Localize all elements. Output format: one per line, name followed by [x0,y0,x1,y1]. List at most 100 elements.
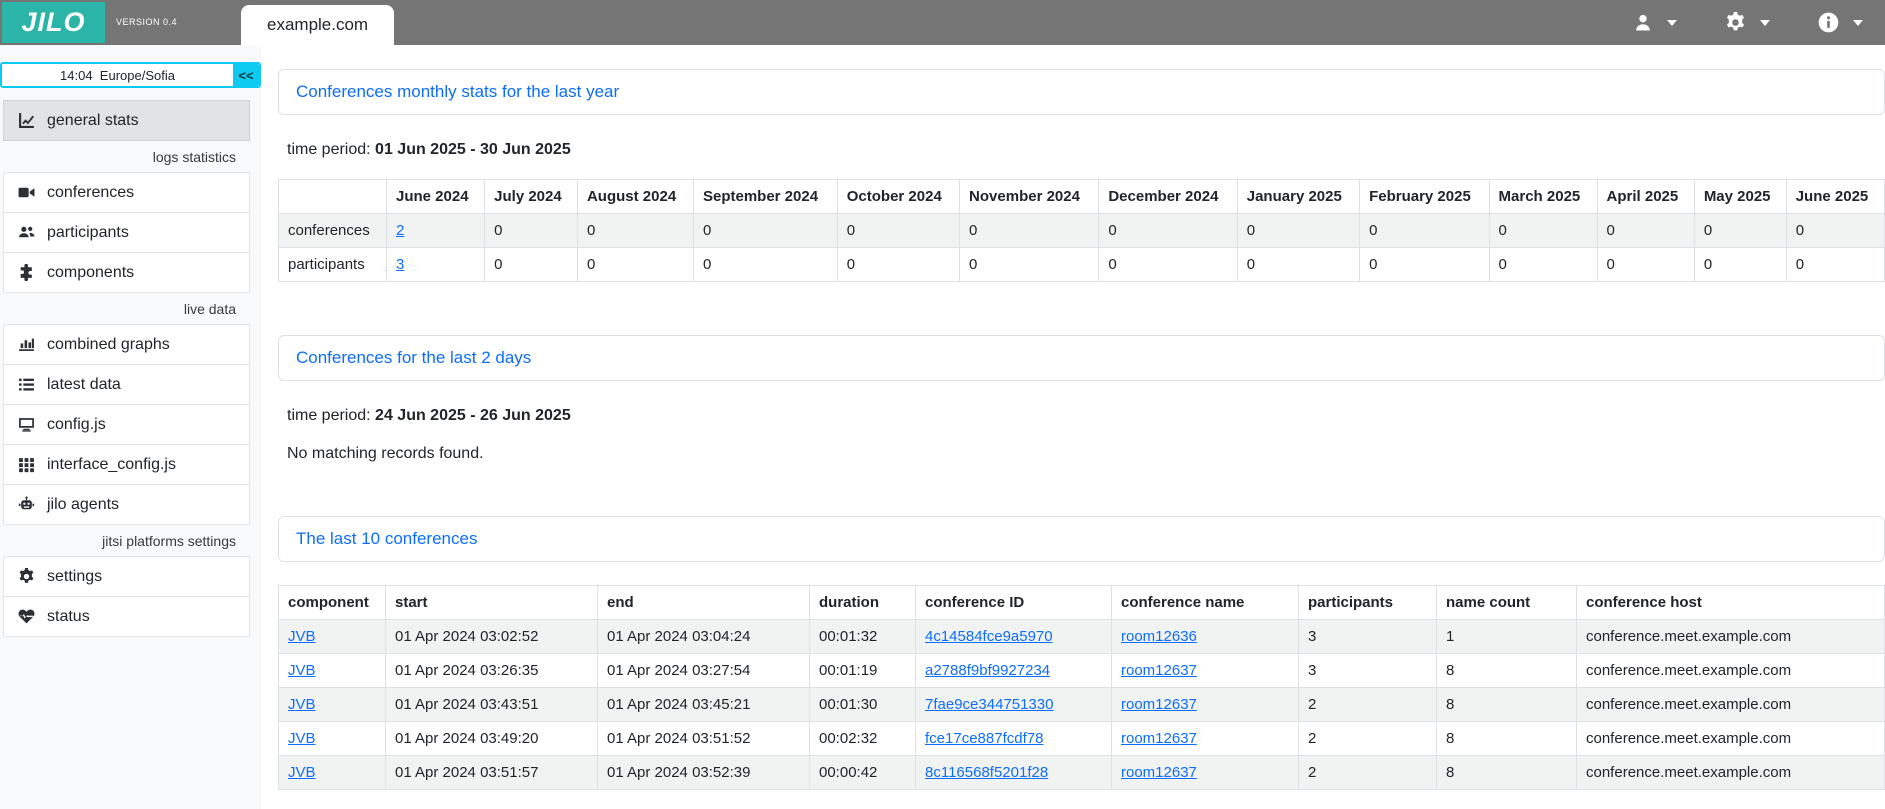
table-cell: 0 [1360,248,1489,282]
monthly-stats-title[interactable]: Conferences monthly stats for the last y… [296,82,619,101]
table-cell: 3 [387,248,485,282]
cell-link[interactable]: 2 [396,222,404,239]
video-icon [17,184,35,202]
column-header: end [598,586,810,620]
table-cell: 00:01:19 [810,654,916,688]
sidebar-item-components[interactable]: components [3,252,250,293]
last2days-title[interactable]: Conferences for the last 2 days [296,348,531,367]
table-cell: 01 Apr 2024 03:49:20 [386,722,598,756]
sidebar-item-general-stats[interactable]: general stats [3,100,250,141]
platform-tab-label: example.com [267,15,368,35]
sidebar-collapse-button[interactable]: << [233,64,259,86]
sidebar-item-participants[interactable]: participants [3,212,250,253]
table-cell: conference.meet.example.com [1577,722,1885,756]
sidebar-item-latest-data[interactable]: latest data [3,364,250,405]
table-cell: 0 [1489,214,1597,248]
table-cell: 01 Apr 2024 03:51:52 [598,722,810,756]
cell-link[interactable]: room12637 [1121,764,1197,781]
table-cell: 01 Apr 2024 03:43:51 [386,688,598,722]
sidebar-nav: general statslogs statisticsconferencesp… [3,101,250,637]
app-logo[interactable]: JILO [2,2,105,43]
cell-link[interactable]: JVB [288,628,316,645]
table-cell: conference.meet.example.com [1577,620,1885,654]
column-header: October 2024 [837,180,959,214]
cell-link[interactable]: a2788f9bf9927234 [925,662,1050,679]
column-header: May 2025 [1694,180,1786,214]
table-cell: 8c116568f5201f28 [916,756,1112,790]
table-cell: 00:01:32 [810,620,916,654]
table-cell: 8 [1437,756,1577,790]
table-header-row: June 2024July 2024August 2024September 2… [279,180,1885,214]
table-cell: 3 [1299,620,1437,654]
cell-link[interactable]: room12637 [1121,696,1197,713]
table-header-row: componentstartenddurationconference IDco… [279,586,1885,620]
table-cell: 8 [1437,688,1577,722]
sidebar-section-jitsi-platforms-settings: jitsi platforms settings [3,525,250,557]
sidebar-item-settings[interactable]: settings [3,556,250,597]
table-row: JVB 01 Apr 2024 03:49:2001 Apr 2024 03:51… [279,722,1885,756]
table-cell: room12637 [1112,654,1299,688]
table-row: participants3000000000000 [279,248,1885,282]
sidebar-item-interface-config-js[interactable]: interface_config.js [3,444,250,485]
info-icon [1818,12,1839,33]
table-cell: 01 Apr 2024 03:52:39 [598,756,810,790]
table-cell: 01 Apr 2024 03:26:35 [386,654,598,688]
table-cell: 0 [1237,214,1359,248]
table-cell: 0 [1360,214,1489,248]
sidebar-item-combined-graphs[interactable]: combined graphs [3,324,250,365]
cell-link[interactable]: 7fae9ce344751330 [925,696,1053,713]
main-content: Conferences monthly stats for the last y… [261,45,1885,809]
last10-title[interactable]: The last 10 conferences [296,529,477,548]
cell-link[interactable]: 4c14584fce9a5970 [925,628,1053,645]
cell-link[interactable]: JVB [288,696,316,713]
platform-tab-example-com[interactable]: example.com [241,5,394,45]
user-icon [1633,13,1653,33]
user-menu-button[interactable] [1633,13,1677,33]
table-cell: 0 [1597,214,1694,248]
table-cell: 01 Apr 2024 03:02:52 [386,620,598,654]
cell-link[interactable]: JVB [288,662,316,679]
sidebar-item-jilo-agents[interactable]: jilo agents [3,484,250,525]
column-header: March 2025 [1489,180,1597,214]
table-row: JVB 01 Apr 2024 03:43:5101 Apr 2024 03:45… [279,688,1885,722]
last10-card-header: The last 10 conferences [278,516,1885,562]
monthly-time-period: time period: 01 Jun 2025 - 30 Jun 2025 [287,141,1884,159]
cell-link[interactable]: room12637 [1121,730,1197,747]
cell-link[interactable]: 3 [396,256,404,273]
column-header [279,180,387,214]
app-version-label: VERSION 0.4 [116,17,177,27]
sidebar-item-config-js[interactable]: config.js [3,404,250,445]
grid-icon [17,456,35,474]
sidebar-item-label: participants [47,224,129,242]
column-header: conference name [1112,586,1299,620]
gear-icon [1725,12,1746,33]
info-menu-button[interactable] [1818,12,1863,33]
table-cell: room12637 [1112,722,1299,756]
clock-time: 14:04 Europe/Sofia [2,68,233,83]
settings-menu-button[interactable] [1725,12,1770,33]
cell-link[interactable]: 8c116568f5201f28 [925,764,1048,781]
table-cell: 0 [1597,248,1694,282]
column-header: August 2024 [577,180,693,214]
table-cell: room12637 [1112,756,1299,790]
header-menus [1633,0,1863,45]
column-header: January 2025 [1237,180,1359,214]
cell-link[interactable]: fce17ce887fcdf78 [925,730,1043,747]
cell-link[interactable]: JVB [288,764,316,781]
column-header: December 2024 [1099,180,1237,214]
table-cell: 01 Apr 2024 03:51:57 [386,756,598,790]
column-header: duration [810,586,916,620]
sidebar-item-conferences[interactable]: conferences [3,172,250,213]
table-cell: 01 Apr 2024 03:45:21 [598,688,810,722]
sidebar-item-status[interactable]: status [3,596,250,637]
cell-link[interactable]: room12637 [1121,662,1197,679]
no-records-message: No matching records found. [287,445,1884,463]
table-row: JVB01 Apr 2024 03:02:5201 Apr 2024 03:04… [279,620,1885,654]
table-cell: 7fae9ce344751330 [916,688,1112,722]
cell-link[interactable]: JVB [288,730,316,747]
sidebar-item-label: general stats [47,112,139,130]
table-cell: 2 [1299,756,1437,790]
bar-chart-icon [17,336,35,354]
cell-link[interactable]: room12636 [1121,628,1197,645]
table-cell: participants [279,248,387,282]
